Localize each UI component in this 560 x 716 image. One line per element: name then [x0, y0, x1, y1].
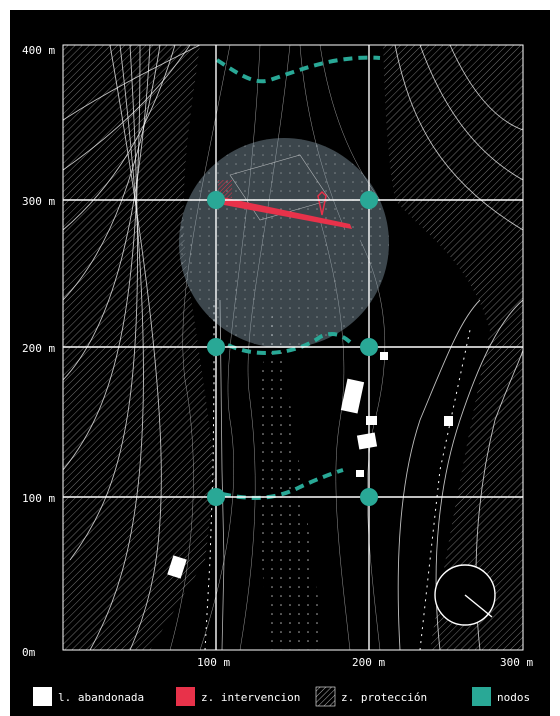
building-4 — [380, 352, 388, 360]
node — [360, 338, 378, 356]
legend-swatch-nodes — [472, 687, 491, 706]
y-axis-label: 400 m — [22, 44, 55, 57]
x-axis-label: 100 m — [197, 656, 230, 669]
legend-label: z. protección — [341, 691, 427, 704]
node — [207, 488, 225, 506]
y-axis-label: 100 m — [22, 492, 55, 505]
y-axis-label: 200 m — [22, 342, 55, 355]
building-6 — [444, 416, 453, 426]
y-axis-label: 300 m — [22, 195, 55, 208]
node — [207, 338, 225, 356]
y-axis-label: 0m — [22, 646, 36, 659]
legend-swatch-intervention — [176, 687, 195, 706]
node — [207, 191, 225, 209]
node — [360, 191, 378, 209]
x-axis-label: 200 m — [352, 656, 385, 669]
x-axis-label: 300 m — [500, 656, 533, 669]
legend-label: l. abandonada — [58, 691, 144, 704]
legend-label: z. intervencion — [201, 691, 300, 704]
north-compass-icon — [435, 565, 495, 625]
building-8 — [356, 470, 364, 477]
legend-swatch-abandoned — [33, 687, 52, 706]
node — [360, 488, 378, 506]
legend-label: nodos — [497, 691, 530, 704]
legend-swatch-protection — [316, 687, 335, 706]
building-2 — [366, 416, 377, 425]
